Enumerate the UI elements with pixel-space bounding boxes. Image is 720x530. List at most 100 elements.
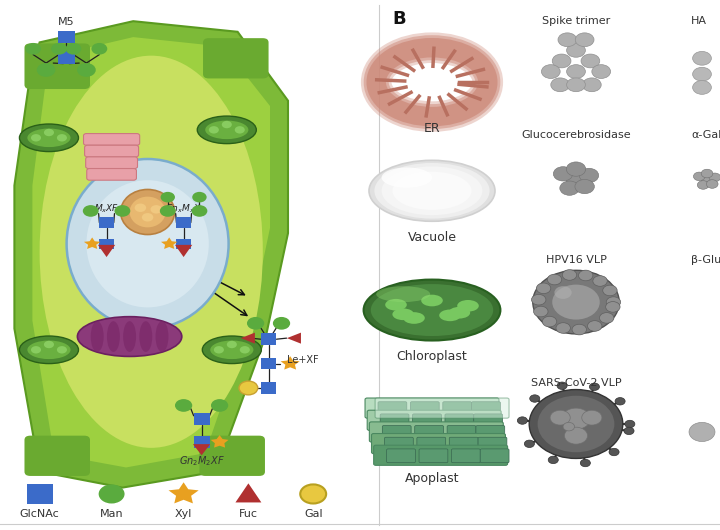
- Text: Chloroplast: Chloroplast: [397, 350, 467, 363]
- FancyBboxPatch shape: [472, 402, 500, 416]
- FancyBboxPatch shape: [480, 449, 509, 463]
- Circle shape: [57, 134, 67, 142]
- Circle shape: [273, 317, 290, 330]
- Polygon shape: [240, 333, 255, 343]
- Circle shape: [572, 324, 587, 335]
- Text: $Gn_xM_xX$: $Gn_xM_xX$: [165, 202, 202, 215]
- Ellipse shape: [27, 129, 71, 147]
- Circle shape: [580, 460, 590, 467]
- Text: HPV16 VLP: HPV16 VLP: [546, 255, 606, 264]
- Ellipse shape: [392, 308, 414, 320]
- Ellipse shape: [374, 163, 490, 218]
- Circle shape: [83, 205, 99, 217]
- Bar: [261, 358, 276, 369]
- Circle shape: [300, 484, 326, 504]
- Ellipse shape: [405, 66, 459, 98]
- Circle shape: [581, 54, 600, 68]
- Bar: [194, 413, 210, 425]
- Circle shape: [209, 126, 219, 134]
- Circle shape: [606, 297, 621, 307]
- FancyBboxPatch shape: [203, 38, 269, 78]
- FancyBboxPatch shape: [417, 437, 446, 451]
- Circle shape: [693, 51, 711, 65]
- Circle shape: [582, 410, 602, 425]
- Text: β-Glu: β-Glu: [691, 255, 720, 264]
- Circle shape: [575, 33, 594, 47]
- Ellipse shape: [27, 340, 71, 359]
- Circle shape: [567, 65, 585, 78]
- Bar: [99, 238, 114, 249]
- Circle shape: [531, 294, 546, 305]
- Circle shape: [227, 341, 237, 348]
- FancyBboxPatch shape: [374, 445, 508, 465]
- Bar: [58, 51, 75, 64]
- Circle shape: [689, 422, 715, 441]
- Ellipse shape: [107, 321, 120, 352]
- Circle shape: [222, 121, 232, 128]
- Circle shape: [693, 67, 711, 81]
- Circle shape: [566, 173, 586, 187]
- Circle shape: [239, 381, 258, 395]
- Ellipse shape: [403, 312, 425, 324]
- Circle shape: [541, 65, 560, 78]
- Circle shape: [693, 172, 705, 181]
- Circle shape: [550, 410, 570, 425]
- Circle shape: [567, 43, 585, 57]
- FancyBboxPatch shape: [476, 426, 505, 439]
- FancyBboxPatch shape: [199, 436, 265, 476]
- Ellipse shape: [392, 172, 472, 210]
- FancyBboxPatch shape: [86, 169, 137, 180]
- Polygon shape: [193, 444, 210, 455]
- Circle shape: [37, 63, 55, 77]
- Polygon shape: [98, 245, 115, 257]
- Text: Man: Man: [100, 509, 123, 519]
- Circle shape: [214, 346, 224, 354]
- FancyBboxPatch shape: [375, 398, 509, 418]
- Ellipse shape: [364, 280, 500, 341]
- Circle shape: [161, 192, 175, 202]
- Circle shape: [693, 81, 711, 94]
- Circle shape: [554, 286, 572, 299]
- Circle shape: [235, 126, 245, 134]
- FancyBboxPatch shape: [378, 402, 407, 416]
- Bar: [176, 217, 191, 228]
- Text: $Gn_2M_2XF$: $Gn_2M_2XF$: [179, 454, 225, 468]
- Bar: [261, 333, 276, 345]
- Text: $M_xXF$: $M_xXF$: [94, 202, 119, 215]
- FancyBboxPatch shape: [365, 398, 499, 418]
- Polygon shape: [32, 37, 270, 467]
- Circle shape: [542, 316, 557, 327]
- Circle shape: [51, 43, 67, 55]
- FancyBboxPatch shape: [445, 414, 474, 428]
- Circle shape: [538, 396, 614, 452]
- Circle shape: [593, 276, 607, 286]
- Ellipse shape: [19, 336, 78, 364]
- Circle shape: [552, 285, 600, 320]
- FancyBboxPatch shape: [85, 145, 138, 157]
- Circle shape: [533, 270, 619, 334]
- Circle shape: [114, 205, 130, 217]
- FancyBboxPatch shape: [382, 426, 411, 439]
- Ellipse shape: [369, 160, 495, 222]
- Ellipse shape: [371, 284, 493, 336]
- Bar: [194, 436, 210, 448]
- Circle shape: [582, 78, 601, 92]
- Ellipse shape: [210, 340, 253, 359]
- FancyBboxPatch shape: [478, 437, 507, 451]
- Text: M5: M5: [58, 17, 75, 27]
- Circle shape: [563, 422, 575, 431]
- Ellipse shape: [123, 321, 136, 352]
- Text: GlcNAc: GlcNAc: [19, 509, 60, 519]
- Bar: [261, 382, 276, 394]
- Circle shape: [606, 302, 620, 312]
- Ellipse shape: [140, 321, 153, 352]
- Circle shape: [698, 181, 709, 189]
- Circle shape: [709, 173, 720, 182]
- Circle shape: [551, 78, 570, 92]
- Polygon shape: [175, 245, 192, 257]
- Circle shape: [556, 323, 570, 333]
- Ellipse shape: [449, 307, 470, 319]
- Circle shape: [590, 383, 600, 391]
- Circle shape: [575, 179, 595, 193]
- Circle shape: [211, 399, 228, 412]
